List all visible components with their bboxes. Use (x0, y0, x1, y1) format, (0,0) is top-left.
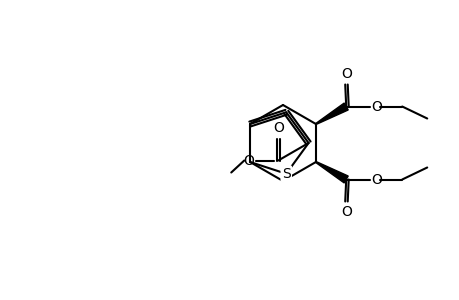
Polygon shape (315, 103, 347, 124)
Text: O: O (370, 172, 381, 187)
Polygon shape (315, 162, 347, 183)
Text: O: O (272, 121, 283, 134)
Text: O: O (340, 67, 351, 80)
Text: O: O (242, 154, 253, 167)
Text: O: O (340, 206, 351, 220)
Text: S: S (281, 167, 290, 181)
Text: O: O (370, 100, 381, 113)
